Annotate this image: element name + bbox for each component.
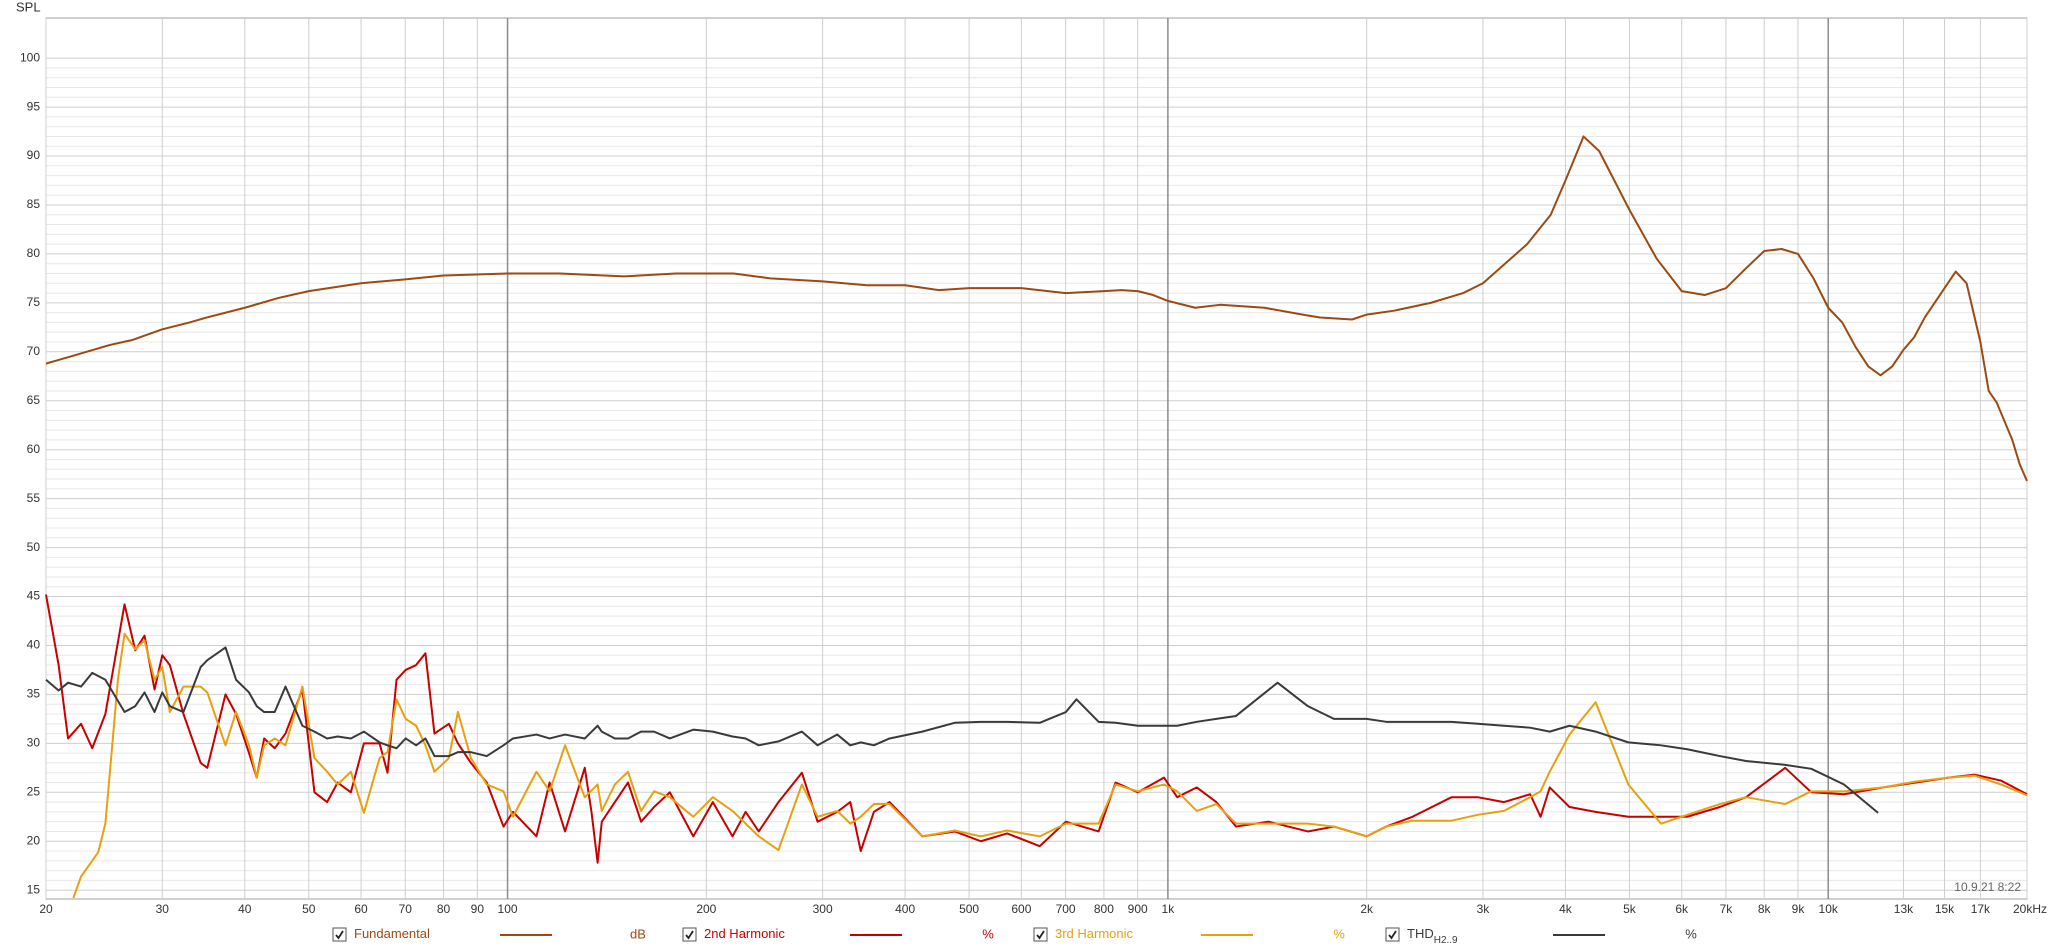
series-line [45, 646, 1879, 814]
legend-name: 2nd Harmonic [704, 926, 785, 941]
x-tick-label: 400 [895, 902, 915, 916]
y-tick-label: 50 [27, 540, 41, 554]
x-tick-label: 100 [498, 902, 518, 916]
x-tick-label: 40 [238, 902, 252, 916]
y-tick-label: 35 [27, 687, 41, 701]
checkbox-check [335, 930, 344, 940]
legend-label: THDH2..9 [1407, 926, 1458, 945]
legend-name: 3rd Harmonic [1055, 926, 1134, 941]
y-tick-label: 30 [27, 736, 41, 750]
x-tick-label: 50 [302, 902, 316, 916]
checkbox-check [1036, 930, 1045, 940]
x-tick-label: 7k [1720, 902, 1734, 916]
x-tick-label: 70 [399, 902, 413, 916]
legend-unit: % [1333, 926, 1345, 941]
x-tick-label: 8k [1758, 902, 1772, 916]
y-tick-label: 20 [27, 833, 41, 847]
x-tick-label: 20kHz [2013, 902, 2047, 916]
y-tick-label: 45 [27, 589, 41, 603]
y-tick-label: 25 [27, 784, 41, 798]
legend-item: dB Fundamental [332, 926, 646, 942]
y-tick-label: 80 [27, 246, 41, 260]
legend-name: THD [1407, 926, 1434, 941]
x-tick-label: 700 [1056, 902, 1076, 916]
y-tick-label: 60 [27, 442, 41, 456]
x-tick-label: 15k [1935, 902, 1955, 916]
y-tick-label: 95 [27, 99, 41, 113]
legend-checkbox[interactable] [332, 927, 347, 942]
legend-name: Fundamental [354, 926, 430, 941]
legend-checkbox[interactable] [1385, 927, 1400, 942]
x-tick-label: 80 [437, 902, 451, 916]
legend-unit: dB [630, 926, 646, 941]
y-tick-label: 75 [27, 295, 41, 309]
x-tick-label: 6k [1675, 902, 1689, 916]
legend-name-subscript: H2..9 [1434, 935, 1458, 946]
legend-item: % THDH2..9 [1385, 926, 1697, 946]
x-tick-label: 600 [1011, 902, 1031, 916]
x-tick-label: 500 [959, 902, 979, 916]
legend-label: 3rd Harmonic [1055, 926, 1134, 941]
legend-label: Fundamental [354, 926, 430, 941]
y-tick-label: 85 [27, 197, 41, 211]
series-line [72, 632, 2028, 899]
legend-label: 2nd Harmonic [704, 926, 785, 941]
checkbox-check [1388, 930, 1397, 940]
legend-item: % 3rd Harmonic [1033, 926, 1345, 942]
plot-area [45, 17, 2028, 900]
x-tick-label: 60 [354, 902, 368, 916]
x-tick-label: 30 [156, 902, 170, 916]
x-tick-label: 5k [1623, 902, 1637, 916]
x-tick-label: 20 [39, 902, 53, 916]
x-tick-label: 900 [1128, 902, 1148, 916]
checkbox-box [1385, 927, 1400, 942]
legend-unit: % [982, 926, 994, 941]
x-tick-label: 200 [696, 902, 716, 916]
y-axis-label: SPL [16, 0, 41, 14]
x-tick-label: 10k [1819, 902, 1839, 916]
legend-checkbox[interactable] [1033, 927, 1048, 942]
timestamp: 10.9.21 8:22 [1954, 880, 2021, 894]
x-tick-label: 13k [1894, 902, 1914, 916]
series-line [45, 135, 2028, 482]
x-tick-label: 3k [1477, 902, 1491, 916]
x-tick-label: 4k [1559, 902, 1573, 916]
x-tick-label: 800 [1094, 902, 1114, 916]
x-tick-label: 9k [1792, 902, 1806, 916]
legend-unit: % [1685, 926, 1697, 941]
legend-checkbox[interactable] [682, 927, 697, 942]
y-tick-label: 70 [27, 344, 41, 358]
y-tick-label: 40 [27, 638, 41, 652]
legend: dB Fundamental % 2nd Harmonic % 3rd Harmonic%… [332, 926, 1697, 946]
x-tick-label: 90 [471, 902, 485, 916]
checkbox-box [1033, 927, 1048, 942]
checkbox-box [682, 927, 697, 942]
checkbox-box [332, 927, 347, 942]
x-tick-label: 1k [1162, 902, 1176, 916]
x-tick-label: 2k [1360, 902, 1374, 916]
y-tick-label: 15 [27, 882, 41, 896]
legend-item: % 2nd Harmonic [682, 926, 994, 942]
y-tick-label: 100 [20, 50, 40, 64]
y-tick-label: 55 [27, 491, 41, 505]
x-tick-label: 300 [813, 902, 833, 916]
checkbox-check [685, 930, 694, 940]
y-tick-label: 65 [27, 393, 41, 407]
x-tick-label: 17k [1971, 902, 1991, 916]
y-tick-label: 90 [27, 148, 41, 162]
